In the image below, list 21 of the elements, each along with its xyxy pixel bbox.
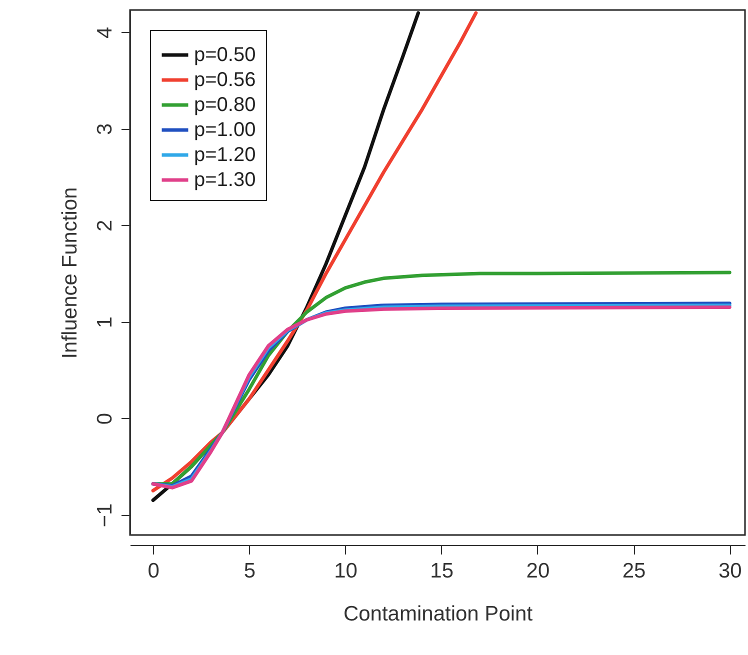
legend-label: p=1.00 bbox=[194, 119, 256, 141]
x-tick-label: 5 bbox=[244, 560, 256, 582]
legend-label: p=0.80 bbox=[194, 94, 256, 116]
legend-label: p=0.50 bbox=[194, 44, 256, 66]
y-tick-label: 2 bbox=[94, 220, 116, 232]
x-tick-label: 0 bbox=[148, 560, 160, 582]
x-tick-label: 15 bbox=[430, 560, 454, 582]
x-tick-label: 25 bbox=[622, 560, 646, 582]
y-tick-label: 3 bbox=[94, 123, 116, 136]
legend-label: p=1.20 bbox=[194, 144, 256, 166]
y-tick-label: −1 bbox=[94, 503, 116, 528]
x-tick-label: 30 bbox=[718, 560, 742, 582]
legend-label: p=1.30 bbox=[194, 169, 256, 191]
y-tick-label: 4 bbox=[94, 26, 116, 39]
legend-label: p=0.56 bbox=[194, 69, 256, 91]
x-tick-label: 10 bbox=[334, 560, 358, 582]
y-tick-label: 0 bbox=[94, 412, 116, 425]
y-axis-title: Influence Function bbox=[58, 187, 82, 359]
y-tick-label: 1 bbox=[94, 316, 116, 328]
x-tick-label: 20 bbox=[526, 560, 550, 582]
x-axis-title: Contamination Point bbox=[343, 602, 533, 626]
